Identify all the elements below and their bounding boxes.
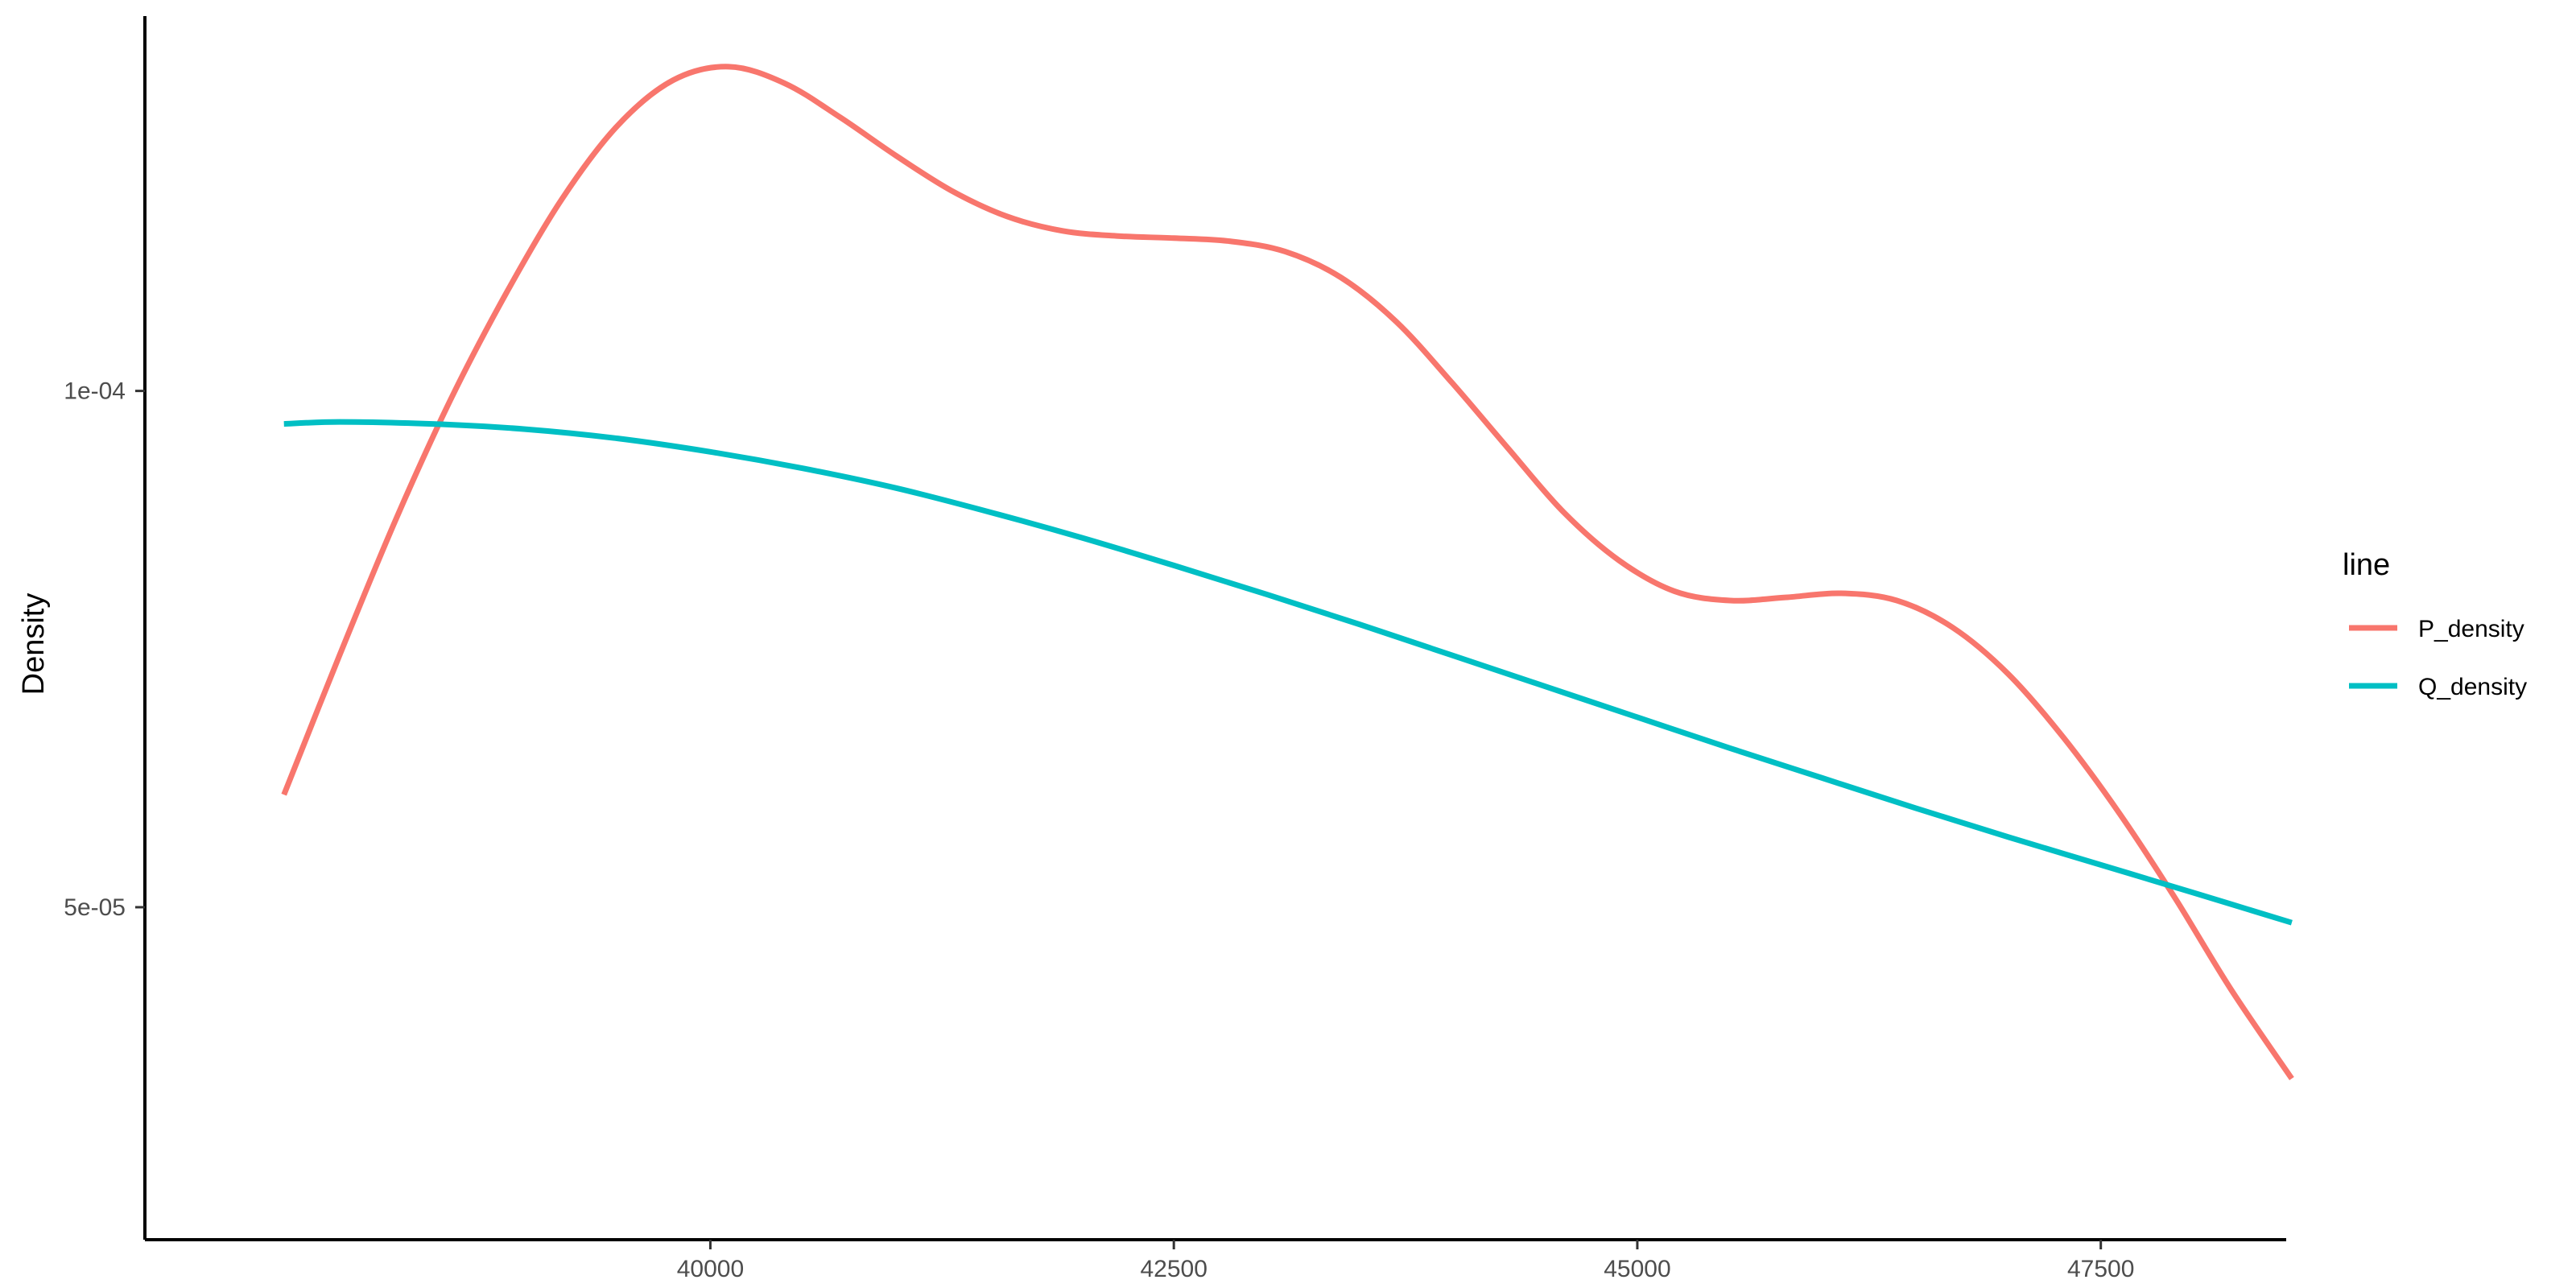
y-tick-label: 5e-05: [64, 894, 126, 921]
plot-panel: [281, 64, 2294, 1080]
legend: line P_density Q_density: [2343, 548, 2527, 700]
x-tick-label: 45000: [1604, 1256, 1670, 1282]
legend-title: line: [2343, 548, 2390, 582]
y-axis-title: Density: [17, 593, 51, 696]
legend-item-p-density: P_density: [2349, 616, 2524, 642]
legend-item-q-density: Q_density: [2349, 674, 2527, 700]
series-line-p-density: [281, 64, 2294, 1080]
axes: 40000 42500 45000 47500 5e-05 1e-04 Density: [17, 16, 2286, 1282]
legend-label: P_density: [2418, 616, 2524, 642]
x-tick-label: 47500: [2067, 1256, 2134, 1282]
y-tick-label: 1e-04: [64, 378, 126, 405]
legend-label: Q_density: [2418, 674, 2527, 700]
x-tick-label: 42500: [1140, 1256, 1207, 1282]
series-line-q-density: [283, 419, 2293, 926]
x-tick-label: 40000: [677, 1256, 744, 1282]
